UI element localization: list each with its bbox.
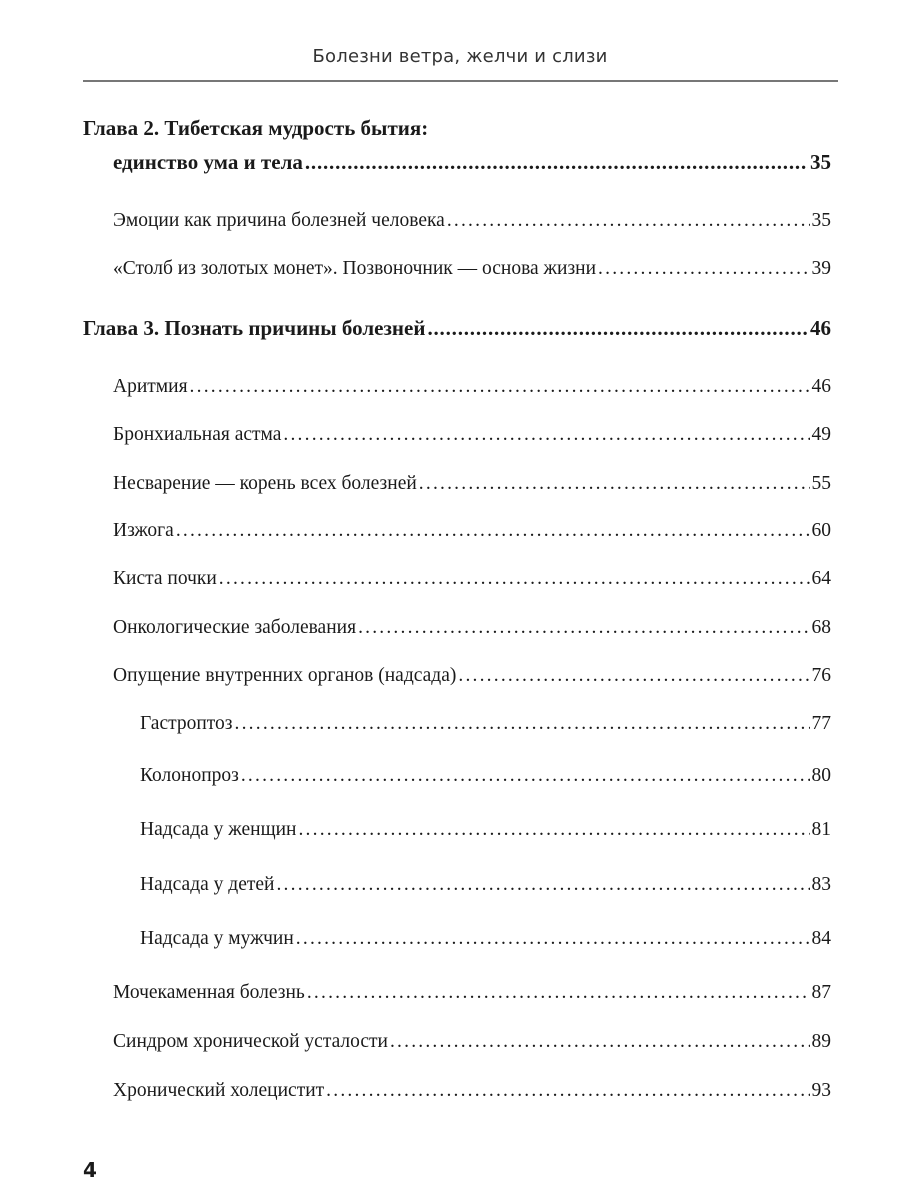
toc-page: 80 [811,765,832,786]
chapter-2-title: Глава 2. Тибетская мудрость бытия: [83,116,429,140]
dot-leader [235,713,810,735]
toc-page: 49 [811,424,832,445]
toc-entry: Колонопроз 80 [140,765,831,787]
dot-leader [219,568,810,590]
toc-title: «Столб из золотых монет». Позвоночник — … [113,258,597,279]
dot-leader [390,1031,810,1053]
dot-leader [241,765,810,787]
toc-title: Надсада у детей [140,874,275,895]
toc-title: Изжога [113,520,174,541]
toc-title: единство ума и тела [113,150,303,174]
toc-entry: Хронический холецистит 93 [113,1080,831,1102]
toc-title: Онкологические заболевания [113,617,357,638]
toc-page: 87 [811,982,832,1003]
toc-page: 39 [811,258,832,279]
toc-entry: Несварение — корень всех болезней 55 [113,473,831,495]
toc-page: 35 [810,150,831,174]
dot-leader [296,928,810,950]
toc-entry: Мочекаменная болезнь 87 [113,982,831,1004]
dot-leader [276,874,809,896]
toc-entry: Онкологические заболевания 68 [113,617,831,639]
toc-title: Колонопроз [140,765,239,786]
toc-entry: Опущение внутренних органов (надсада) 76 [113,665,831,687]
dot-leader [176,520,810,542]
toc-chapter-2: единство ума и тела 35 [113,150,831,175]
toc-page: 64 [811,568,832,589]
toc-title: Хронический холецистит [113,1080,325,1101]
toc-page: 84 [811,928,832,949]
dot-leader [458,665,809,687]
toc-entry: Надсада у мужчин 84 [140,928,831,950]
toc-entry: Бронхиальная астма 49 [113,424,831,446]
toc-page: 55 [811,473,832,494]
running-head: Болезни ветра, желчи и слизи [312,46,608,67]
dot-leader [307,982,810,1004]
toc-title: Глава 3. Познать причины болезней [83,316,426,340]
dot-leader [283,424,809,446]
page-number: 4 [83,1158,97,1182]
toc-entry: Киста почки 64 [113,568,831,590]
toc-title: Несварение — корень всех болезней [113,473,417,494]
toc-chapter: Глава 3. Познать причины болезней 46 [83,316,831,341]
toc-page: 93 [811,1080,832,1101]
toc-entry: Аритмия 46 [113,376,831,398]
header-rule [83,80,838,82]
toc-title: Мочекаменная болезнь [113,982,305,1003]
toc-page: 83 [811,874,832,895]
toc-page: 60 [811,520,832,541]
dot-leader [427,316,808,341]
dot-leader [447,210,810,232]
toc-title: Аритмия [113,376,188,397]
toc-title: Киста почки [113,568,217,589]
toc-entry: Гастроптоз 77 [140,713,831,735]
toc-title: Синдром хронической усталости [113,1031,388,1052]
toc-page: 76 [811,665,832,686]
dot-leader [358,617,809,639]
dot-leader [190,376,810,398]
toc-entry: Надсада у женщин 81 [140,819,831,841]
toc-page: 81 [811,819,832,840]
toc-title: Эмоции как причина болезней человека [113,210,445,231]
dot-leader [419,473,810,495]
toc-title: Бронхиальная астма [113,424,282,445]
toc-page: 46 [811,376,832,397]
toc-title: Надсада у мужчин [140,928,294,949]
toc-title: Надсада у женщин [140,819,297,840]
toc-entry: «Столб из золотых монет». Позвоночник — … [113,258,831,280]
dot-leader [326,1080,809,1102]
toc-entry: Изжога 60 [113,520,831,542]
dot-leader [598,258,809,280]
dot-leader [305,150,808,175]
toc-page: 77 [811,713,832,734]
toc-page: 89 [811,1031,832,1052]
toc-entry: Эмоции как причина болезней человека 35 [113,210,831,232]
toc-page: 46 [810,316,831,340]
toc-page: 35 [811,210,832,231]
dot-leader [298,819,809,841]
toc-title: Гастроптоз [140,713,233,734]
toc-page: 68 [811,617,832,638]
toc-entry: Синдром хронической усталости 89 [113,1031,831,1053]
toc-title: Опущение внутренних органов (надсада) [113,665,457,686]
toc-entry: Надсада у детей 83 [140,874,831,896]
